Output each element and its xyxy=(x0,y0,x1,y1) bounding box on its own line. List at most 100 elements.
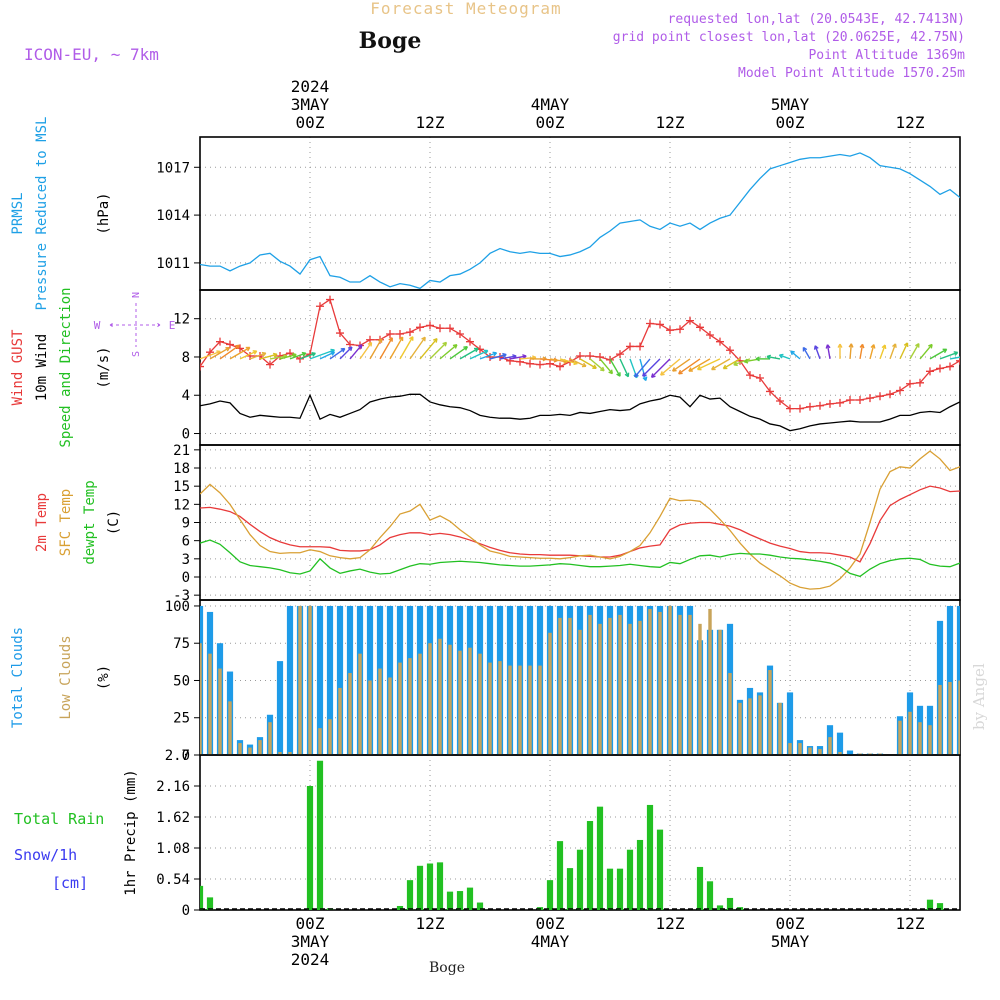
y-tick-label: 0 xyxy=(182,748,190,764)
wind-arrow xyxy=(469,349,489,360)
bar xyxy=(606,868,614,910)
bar xyxy=(608,617,612,755)
wind-arrow-head xyxy=(755,356,760,362)
wind-arrow-head xyxy=(252,350,258,355)
bar xyxy=(326,605,334,755)
bar xyxy=(928,725,932,755)
wind-arrow-head xyxy=(743,358,749,364)
bar xyxy=(268,722,272,755)
wind-arrow-head xyxy=(990,359,994,363)
unit-label: (C) xyxy=(106,510,122,535)
bar xyxy=(308,605,312,755)
gust-marker xyxy=(556,362,564,371)
wind-arrow-head xyxy=(225,346,230,352)
bar xyxy=(836,732,844,755)
gust-marker xyxy=(626,342,634,351)
gust-marker xyxy=(436,324,444,333)
wind-arrow-head xyxy=(778,353,784,359)
bar xyxy=(658,611,662,755)
wind-arrow xyxy=(723,358,741,370)
bar xyxy=(426,863,434,910)
gust-marker xyxy=(366,335,374,344)
wind-arrow-head xyxy=(848,343,854,348)
wind-arrow xyxy=(209,347,230,360)
axis-title: 2m Temp xyxy=(34,493,50,552)
bar xyxy=(208,653,212,755)
bar xyxy=(588,614,592,755)
gust-marker xyxy=(876,392,884,401)
wind-arrow-head xyxy=(903,342,909,347)
series-line xyxy=(200,393,960,432)
bar xyxy=(476,902,484,910)
bar xyxy=(758,695,762,755)
wind-arrow xyxy=(711,358,731,371)
bar xyxy=(456,891,464,910)
gust-marker xyxy=(966,349,974,357)
bar xyxy=(468,647,472,755)
wind-arrow-head xyxy=(688,367,693,372)
wind-arrow-head xyxy=(892,343,897,348)
total-rain-label: Total Rain xyxy=(14,810,104,828)
bar xyxy=(318,728,322,755)
series-line xyxy=(200,539,960,578)
plot-area xyxy=(200,605,960,755)
wind-arrow xyxy=(229,346,251,360)
bar xyxy=(656,829,664,910)
bar xyxy=(286,605,294,755)
bar xyxy=(698,623,702,755)
gust-marker xyxy=(836,398,844,407)
series-line xyxy=(200,485,960,563)
wind-arrow-head xyxy=(790,350,795,356)
y-tick-label: 6 xyxy=(182,534,190,550)
gust-marker xyxy=(446,324,454,333)
wind-arrow xyxy=(672,358,691,372)
bar xyxy=(378,668,382,755)
panel-clouds: 0 25 50 75 100 Total Clouds Low Clouds (%) xyxy=(10,599,961,764)
wind-arrow xyxy=(259,353,278,360)
y-tick-label: 12 xyxy=(173,312,190,328)
wind-arrow-head xyxy=(388,337,393,342)
snow-label: Snow/1h xyxy=(14,846,77,864)
gust-marker xyxy=(976,346,984,354)
wind-arrow-head xyxy=(347,346,353,352)
wind-arrow-head xyxy=(261,351,267,357)
wind-arrow xyxy=(609,358,621,377)
bar xyxy=(518,665,522,755)
wind-arrow-head xyxy=(859,343,865,349)
bar xyxy=(918,722,922,755)
wind-arrow xyxy=(489,353,507,360)
wind-arrow-head xyxy=(967,354,971,358)
wind-arrow xyxy=(889,343,897,360)
wind-arrow xyxy=(802,347,811,360)
bar xyxy=(306,786,314,910)
wind-arrow-head xyxy=(881,344,887,350)
gust-marker xyxy=(466,337,474,346)
top-time-label: 12Z xyxy=(656,113,685,132)
wind-arrow xyxy=(269,355,288,360)
gust-marker xyxy=(846,396,854,405)
bottom-time-label: 5MAY xyxy=(771,932,810,951)
wind-arrow xyxy=(499,355,517,360)
bar xyxy=(596,806,604,910)
wind-arrow-head xyxy=(953,351,959,356)
wind-arrow xyxy=(619,358,629,377)
gust-marker xyxy=(546,359,554,368)
axis-title: Wind GUST xyxy=(10,329,26,405)
gust-marker xyxy=(586,352,594,361)
bar xyxy=(316,760,324,910)
wind-arrow xyxy=(790,350,801,360)
bar xyxy=(408,658,412,755)
wind-arrow xyxy=(399,336,414,360)
bar xyxy=(416,865,424,910)
y-tick-label: 0.54 xyxy=(156,872,190,888)
bar xyxy=(528,665,532,755)
bar xyxy=(946,605,954,755)
gust-marker xyxy=(676,325,684,334)
bar xyxy=(238,743,242,755)
bar xyxy=(446,891,454,910)
top-time-label: 5MAY xyxy=(771,95,810,114)
gust-marker xyxy=(336,329,344,338)
series-line xyxy=(200,152,960,290)
gust-marker xyxy=(636,342,644,351)
gust-marker xyxy=(526,359,534,368)
